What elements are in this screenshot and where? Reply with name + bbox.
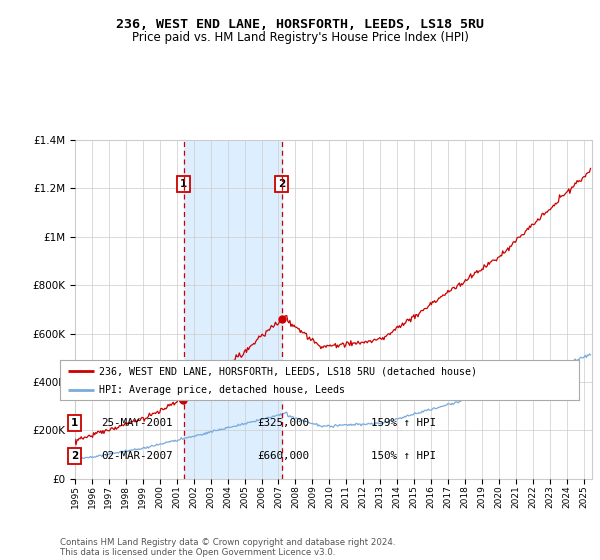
Text: 1: 1: [180, 179, 187, 189]
Text: 1: 1: [71, 418, 78, 428]
Text: 2: 2: [71, 451, 78, 461]
Text: 236, WEST END LANE, HORSFORTH, LEEDS, LS18 5RU: 236, WEST END LANE, HORSFORTH, LEEDS, LS…: [116, 18, 484, 31]
Text: Price paid vs. HM Land Registry's House Price Index (HPI): Price paid vs. HM Land Registry's House …: [131, 31, 469, 44]
Text: £325,000: £325,000: [257, 418, 309, 428]
Bar: [184, 140, 282, 479]
Text: 02-MAR-2007: 02-MAR-2007: [101, 451, 173, 461]
Text: HPI: Average price, detached house, Leeds: HPI: Average price, detached house, Leed…: [99, 385, 345, 395]
Text: 236, WEST END LANE, HORSFORTH, LEEDS, LS18 5RU (detached house): 236, WEST END LANE, HORSFORTH, LEEDS, LS…: [99, 366, 477, 376]
Text: 150% ↑ HPI: 150% ↑ HPI: [371, 451, 436, 461]
Text: 25-MAY-2001: 25-MAY-2001: [101, 418, 173, 428]
Text: £660,000: £660,000: [257, 451, 309, 461]
Text: 159% ↑ HPI: 159% ↑ HPI: [371, 418, 436, 428]
Text: 2: 2: [278, 179, 286, 189]
Text: Contains HM Land Registry data © Crown copyright and database right 2024.
This d: Contains HM Land Registry data © Crown c…: [60, 538, 395, 557]
